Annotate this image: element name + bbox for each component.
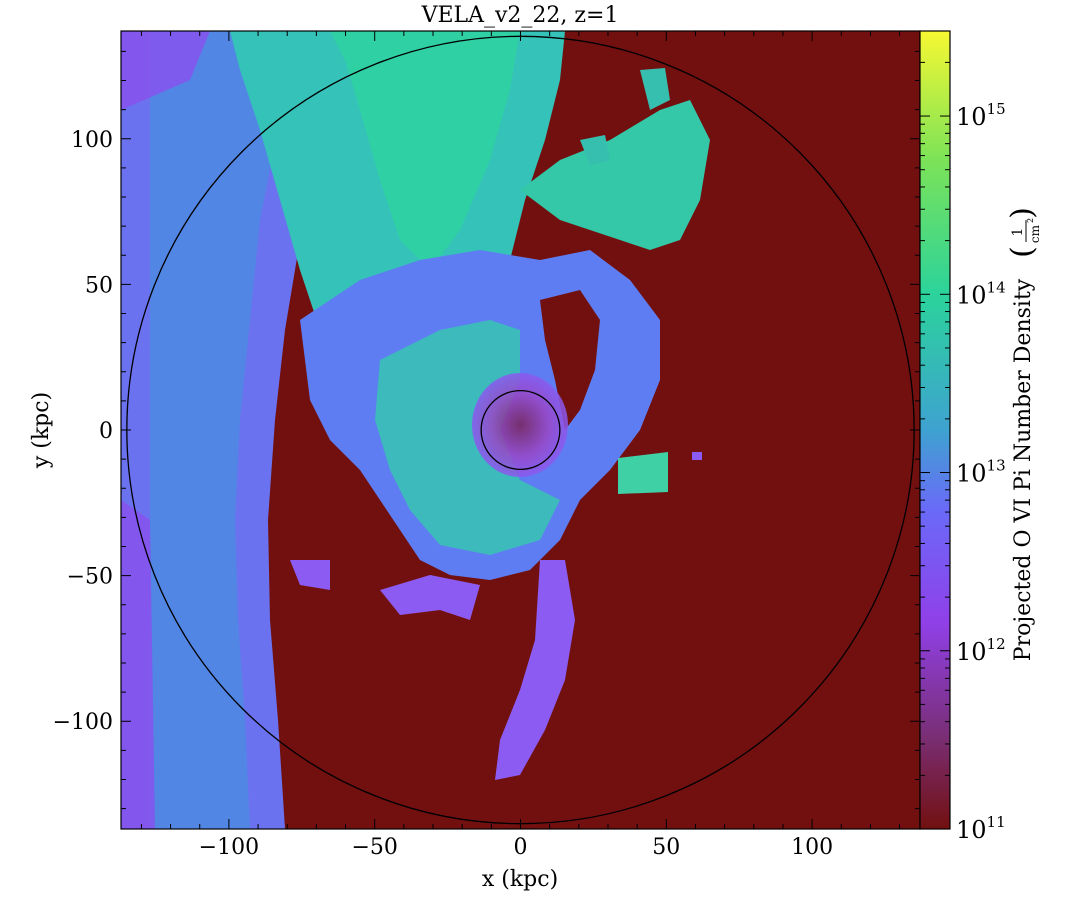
y-axis-label: y (kpc) [29, 392, 54, 469]
heatmap-central-cavity [540, 290, 600, 430]
colorbar-tick-label: 1013 [956, 457, 1006, 488]
heatmap-upper-stream-core [330, 31, 520, 270]
x-axis-ticks: −100 −50 0 50 100 [140, 31, 901, 860]
chart-title: VELA_v2_22, z=1 [421, 3, 619, 28]
density-heatmap [121, 31, 920, 829]
heatmap-left-edge-violet [121, 31, 210, 829]
y-tick-label: −100 [53, 710, 113, 735]
colorbar-unit-paren-left: ( [1005, 246, 1040, 258]
heatmap-southern-stream [495, 560, 575, 780]
x-tick-label: 100 [791, 835, 833, 860]
y-tick-label: 0 [99, 419, 113, 444]
y-tick-label: 50 [85, 273, 113, 298]
heatmap-tiny-clump [692, 452, 702, 460]
colorbar-ticks: 1011 1012 1013 1014 1015 [920, 61, 1006, 844]
x-tick-label: −100 [199, 835, 259, 860]
colorbar-tick-label: 1015 [956, 100, 1006, 131]
colorbar-label-text: Projected O VI Pi Number Density [1011, 278, 1036, 661]
inner-radius-circle [480, 389, 561, 471]
colorbar-tick-label: 1012 [956, 635, 1006, 666]
x-axis-label: x (kpc) [482, 867, 558, 892]
heatmap-galaxy-core [472, 373, 568, 477]
heatmap-right-clump [618, 452, 668, 494]
colorbar-tick-label: 1011 [956, 813, 1006, 844]
y-tick-label: 100 [71, 128, 113, 153]
x-tick-label: 50 [652, 835, 680, 860]
x-tick-label: 0 [514, 835, 528, 860]
colorbar [919, 30, 951, 830]
colorbar-unit-numerator: 1 [1010, 228, 1026, 237]
heatmap-right-knot [580, 68, 670, 165]
x-tick-label: −50 [351, 835, 397, 860]
y-axis-ticks: −100 −50 0 50 100 [53, 50, 920, 810]
y-tick-label: −50 [67, 565, 113, 590]
heatmap-left-gas-inner [150, 31, 300, 829]
colorbar-unit-power: 2 [1026, 218, 1035, 223]
heatmap-southwest-tendrils [290, 560, 480, 620]
colorbar-tick-label: 1014 [956, 278, 1006, 309]
heatmap-upper-right-filament [520, 100, 710, 250]
colorbar-unit-paren-right: ) [1005, 207, 1040, 219]
colorbar-label: Projected O VI Pi Number Density ( 1 cm … [1005, 207, 1042, 661]
colorbar-unit-denominator: cm [1028, 224, 1042, 243]
